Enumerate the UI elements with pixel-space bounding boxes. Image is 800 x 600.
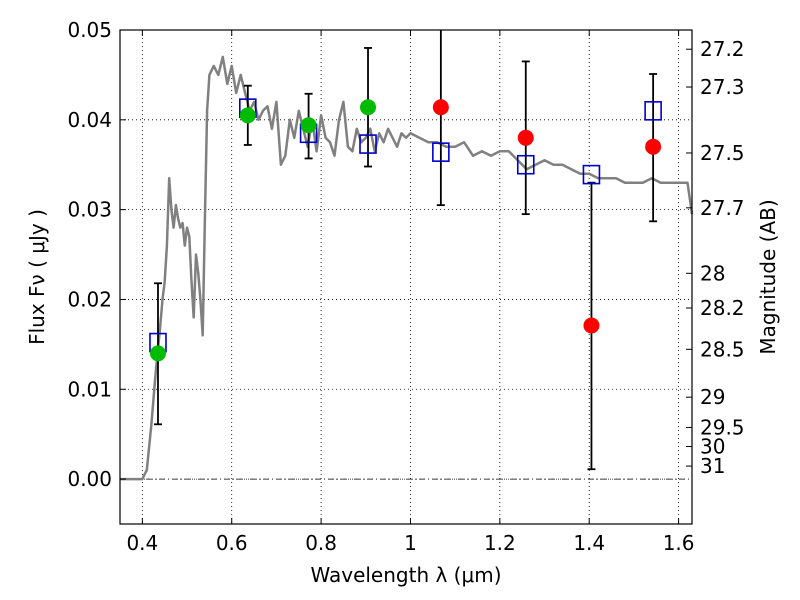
- observed-flux-point: [149, 345, 166, 362]
- y-tick-label: 0.00: [67, 467, 112, 491]
- right-tick-label: 29.5: [700, 415, 745, 439]
- right-tick-label: 29: [700, 385, 725, 409]
- right-axis-label: Magnitude (AB): [756, 199, 780, 354]
- right-tick-label: 27.5: [700, 141, 745, 165]
- x-axis-label: Wavelength λ (μm): [310, 563, 501, 587]
- y-axis-label: Flux Fν ( μJy ): [25, 209, 49, 345]
- y-tick-label: 0.04: [67, 108, 112, 132]
- x-tick-label: 1: [404, 531, 417, 555]
- y-tick-label: 0.02: [67, 287, 112, 311]
- x-tick-label: 1.4: [573, 531, 605, 555]
- right-tick-label: 27.3: [700, 75, 745, 99]
- observed-flux-point: [360, 99, 377, 116]
- observed-flux-point: [432, 99, 449, 116]
- observed-flux-point: [583, 317, 600, 334]
- model-flux-square: [582, 164, 601, 185]
- right-tick-label: 28.5: [700, 337, 745, 361]
- observed-flux-point: [300, 117, 317, 134]
- x-tick-label: 1.2: [484, 531, 516, 555]
- x-tick-label: 0.8: [305, 531, 337, 555]
- model-spectrum-line: [120, 55, 694, 481]
- right-tick-label: 28: [700, 261, 725, 285]
- y-tick-label: 0.05: [67, 18, 112, 42]
- model-flux-square: [432, 142, 450, 162]
- model-flux-square: [516, 154, 535, 175]
- right-tick-label: 31: [700, 454, 725, 478]
- y-tick-label: 0.01: [67, 377, 112, 401]
- plot-series: [120, 30, 694, 481]
- observed-flux-point: [517, 129, 534, 146]
- x-tick-label: 0.6: [216, 531, 248, 555]
- model-flux-square: [644, 101, 662, 121]
- axis-ticks: 0.4 0.6 0.8 1 1.2 1.4 1.6 0.00 0.01 0.02 0.03 0.04 0…: [67, 18, 744, 555]
- right-tick-label: 30: [700, 434, 725, 458]
- model-flux-square: [359, 134, 377, 154]
- grid-lines: [120, 29, 692, 524]
- right-tick-label: 27.2: [700, 37, 745, 61]
- plot-frame: [119, 29, 693, 525]
- x-tick-label: 1.6: [663, 531, 695, 555]
- observed-flux-point: [239, 107, 256, 124]
- observed-flux-point: [645, 138, 662, 155]
- x-tick-label: 0.4: [126, 531, 158, 555]
- right-tick-label: 28.2: [700, 296, 745, 320]
- y-tick-label: 0.03: [67, 198, 112, 222]
- right-tick-label: 27.7: [700, 196, 745, 220]
